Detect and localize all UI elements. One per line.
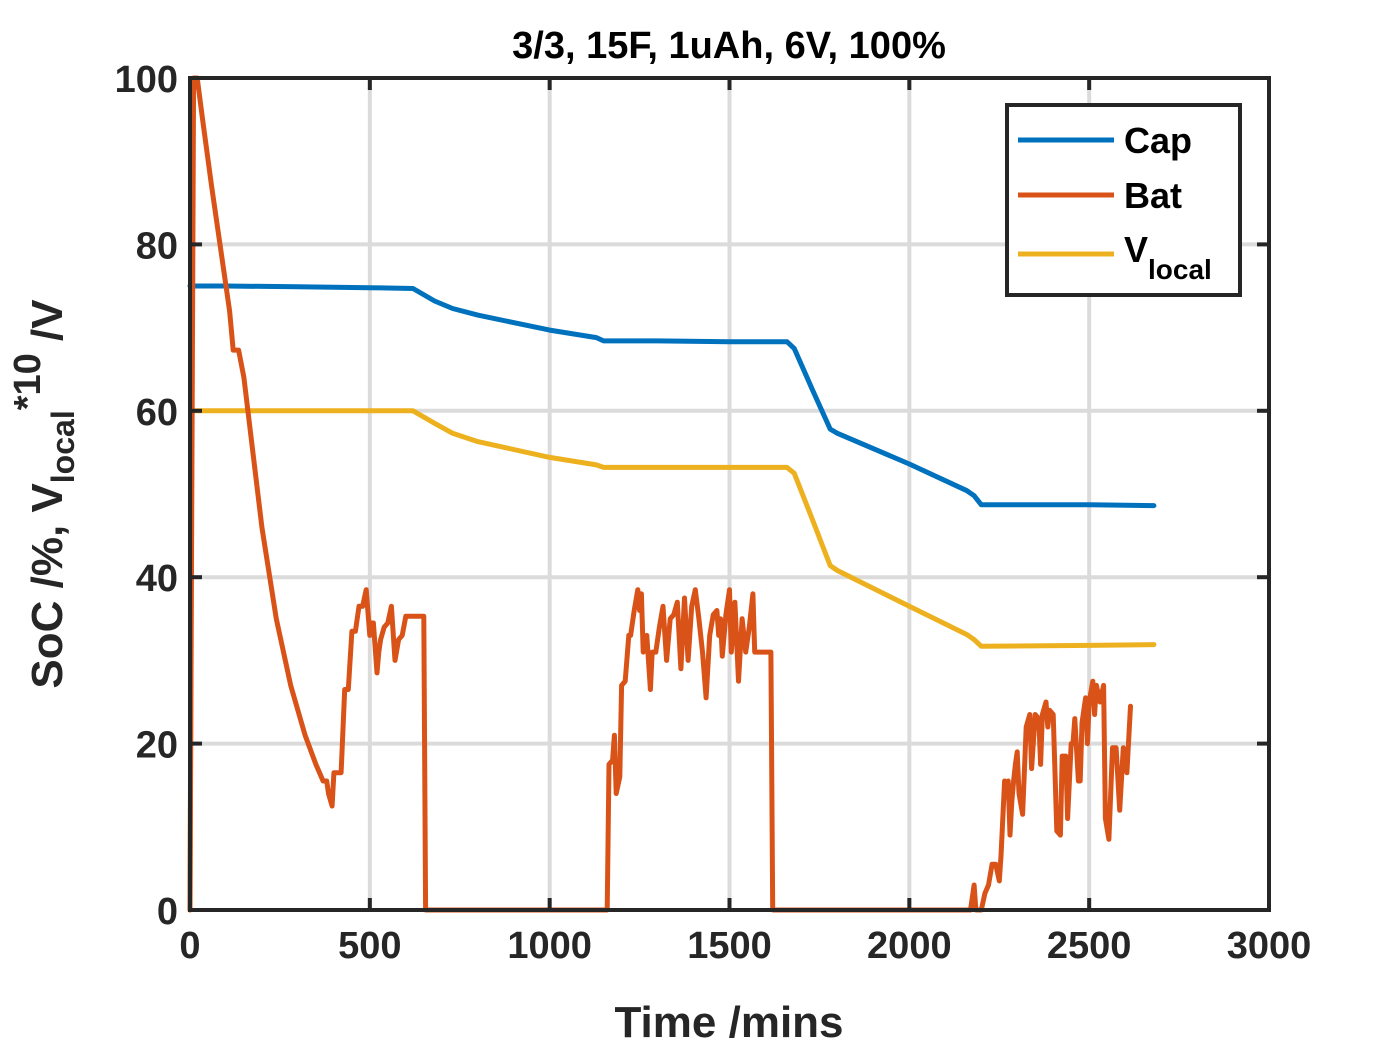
legend-label-vlocal: Vlocal (1124, 229, 1212, 285)
chart-title: 3/3, 15F, 1uAh, 6V, 100% (512, 25, 946, 67)
y-tick-label: 20 (136, 725, 178, 767)
y-tick-label: 100 (115, 59, 178, 101)
x-tick-labels: 0 500 1000 1500 2000 2500 3000 (179, 925, 1311, 967)
y-axis-label-sup: *10 (7, 353, 49, 410)
y-tick-label: 60 (136, 392, 178, 434)
series-line-vlocal (187, 408, 1157, 913)
y-axis-label-part2: /V (23, 299, 72, 353)
series-layer (187, 75, 1157, 913)
x-tick-label: 0 (179, 925, 200, 967)
x-tick-label: 500 (338, 925, 401, 967)
legend-label-bat: Bat (1124, 175, 1182, 216)
series-line-cap (187, 283, 1157, 509)
x-tick-label: 3000 (1227, 925, 1312, 967)
x-axis-label: Time /mins (614, 998, 843, 1047)
legend-box (1005, 103, 1242, 297)
y-axis-label: SoC /%, Vlocal*10 /V (7, 299, 81, 689)
y-tick-label: 0 (157, 891, 178, 933)
y-tick-label: 40 (136, 558, 178, 600)
legend-label-vlocal-sub: local (1148, 254, 1212, 285)
y-tick-label: 80 (136, 225, 178, 267)
x-tick-label: 2500 (1047, 925, 1132, 967)
series-line-bat (187, 75, 1133, 913)
ticks (188, 76, 1271, 912)
x-tick-label: 1000 (507, 925, 592, 967)
y-axis-label-sub: local (45, 410, 81, 483)
legend: Cap Bat Vlocal (1005, 103, 1242, 297)
y-axis-label-part1: SoC /%, V (23, 483, 72, 689)
legend-label-cap: Cap (1124, 120, 1192, 161)
y-tick-labels: 0 20 40 60 80 100 (115, 59, 178, 933)
x-tick-label: 2000 (867, 925, 952, 967)
x-tick-label: 1500 (687, 925, 772, 967)
legend-label-vlocal-main: V (1124, 229, 1148, 270)
